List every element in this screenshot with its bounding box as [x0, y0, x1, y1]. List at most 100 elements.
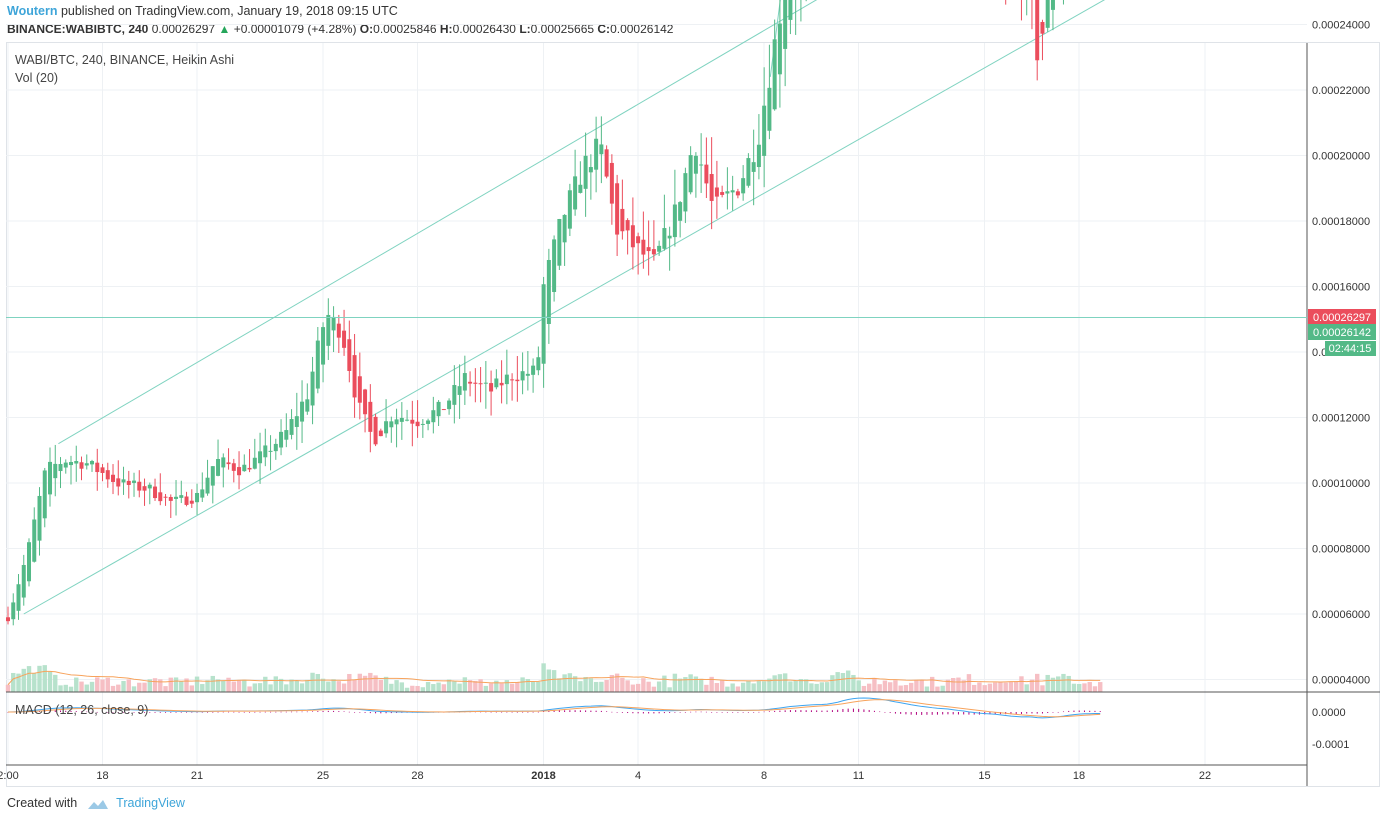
volume-bar	[509, 683, 515, 692]
candle-body	[336, 323, 341, 338]
volume-bar	[614, 673, 620, 692]
volume-bar	[373, 675, 378, 692]
candle-body	[189, 500, 194, 504]
macd-histogram-bar	[522, 711, 524, 713]
volume-bar	[399, 682, 405, 692]
macd-histogram-bar	[574, 710, 576, 712]
volume-bar	[693, 676, 699, 692]
candle-body	[625, 220, 630, 231]
macd-histogram-bar	[490, 711, 492, 713]
candle-body	[667, 235, 672, 239]
author-link[interactable]: Woutern	[7, 4, 58, 18]
chart-frame[interactable]	[6, 42, 1380, 787]
time-tick-label: 2018	[531, 770, 555, 782]
volume-bar	[152, 678, 158, 692]
candle-body	[368, 401, 373, 432]
volume-bar	[851, 674, 856, 692]
candle-body	[651, 249, 656, 255]
macd-histogram-bar	[259, 711, 261, 713]
volume-bar	[1071, 683, 1077, 692]
volume-bar	[520, 677, 525, 692]
volume-bar	[572, 676, 578, 692]
volume-bar	[68, 686, 74, 692]
candle-body	[6, 617, 10, 622]
volume-bar	[410, 685, 415, 692]
symbol-info: BINANCE:WABIBTC, 240 0.00026297 ▲ +0.000…	[7, 22, 673, 36]
volume-bar	[714, 683, 720, 692]
candle-body	[226, 462, 231, 465]
macd-histogram-bar	[700, 711, 702, 713]
volume-bar	[709, 676, 714, 692]
macd-histogram-bar	[1078, 710, 1080, 712]
volume-legend[interactable]: Vol (20)	[15, 71, 59, 85]
volume-bar	[588, 678, 594, 692]
volume-bar	[236, 680, 242, 692]
macd-histogram-bar	[60, 710, 62, 712]
tradingview-link[interactable]: TradingView	[116, 796, 185, 810]
macd-histogram-bar	[642, 712, 644, 714]
candle-body	[746, 158, 751, 186]
volume-bar	[961, 680, 966, 692]
volume-ma	[7, 670, 1101, 686]
volume-bar	[803, 679, 809, 692]
macd-histogram-bar	[196, 712, 198, 713]
macd-legend[interactable]: MACD (12, 26, close, 9)	[15, 703, 149, 717]
candle-body	[662, 228, 667, 249]
macd-tick-label: -0.0001	[1312, 739, 1349, 751]
candle-body	[783, 0, 788, 49]
volume-bar	[452, 681, 457, 692]
volume-bar	[1050, 677, 1056, 692]
trend-line	[769, 0, 781, 77]
volume-bar	[593, 681, 599, 692]
macd-histogram-bar	[590, 710, 592, 712]
candle-body	[357, 376, 362, 403]
candle-body	[751, 162, 756, 172]
time-tick-label: 22	[1199, 770, 1211, 782]
macd-histogram-bar	[915, 712, 917, 715]
macd-histogram-bar	[54, 710, 56, 712]
macd-histogram-bar	[201, 712, 203, 713]
volume-bar	[310, 672, 315, 692]
macd-histogram-bar	[380, 712, 382, 714]
candle-body	[95, 462, 100, 473]
macd-tick-label: 0.0000	[1312, 707, 1346, 719]
volume-bar	[263, 676, 268, 692]
candle-body	[688, 155, 693, 193]
candle-body	[1035, 0, 1040, 61]
candle-body	[410, 419, 415, 424]
macd-histogram-bar	[138, 712, 140, 713]
macd-histogram-bar	[868, 709, 870, 712]
volume-bar	[704, 684, 709, 692]
macd-histogram-bar	[711, 712, 713, 713]
volume-bar	[1077, 683, 1082, 692]
trend-lines	[23, 0, 1106, 615]
price-tick-label: 0.00022000	[1312, 85, 1370, 97]
candle-body	[462, 373, 467, 391]
volume-bar	[719, 680, 725, 692]
macd-histogram-bar	[1057, 711, 1059, 713]
candle-body	[289, 419, 294, 435]
change-value: +0.00001079 (+4.28%)	[233, 22, 357, 36]
macd-histogram-bar	[637, 712, 639, 714]
macd-histogram-bar	[65, 710, 67, 712]
tradingview-logo-icon[interactable]	[87, 798, 109, 810]
volume-bar	[473, 680, 478, 692]
macd-histogram-bar	[826, 710, 828, 712]
candle-body	[273, 443, 278, 452]
high-value: 0.00026430	[452, 22, 516, 36]
candle-body	[163, 496, 168, 498]
candle-body	[221, 457, 226, 468]
volume-bar	[194, 676, 200, 692]
macd-histogram-bar	[900, 712, 902, 714]
volume-bar	[924, 686, 930, 692]
macd-histogram-bar	[102, 712, 104, 713]
volume-bar	[378, 679, 384, 692]
candle-body	[331, 316, 336, 331]
volume-bar	[247, 686, 252, 692]
chart-title[interactable]: WABI/BTC, 240, BINANCE, Heikin Ashi	[15, 53, 235, 67]
volume-bar	[651, 686, 657, 692]
candle-body	[310, 371, 315, 406]
volume-bar	[882, 680, 888, 692]
macd-histogram-bar	[333, 710, 335, 712]
